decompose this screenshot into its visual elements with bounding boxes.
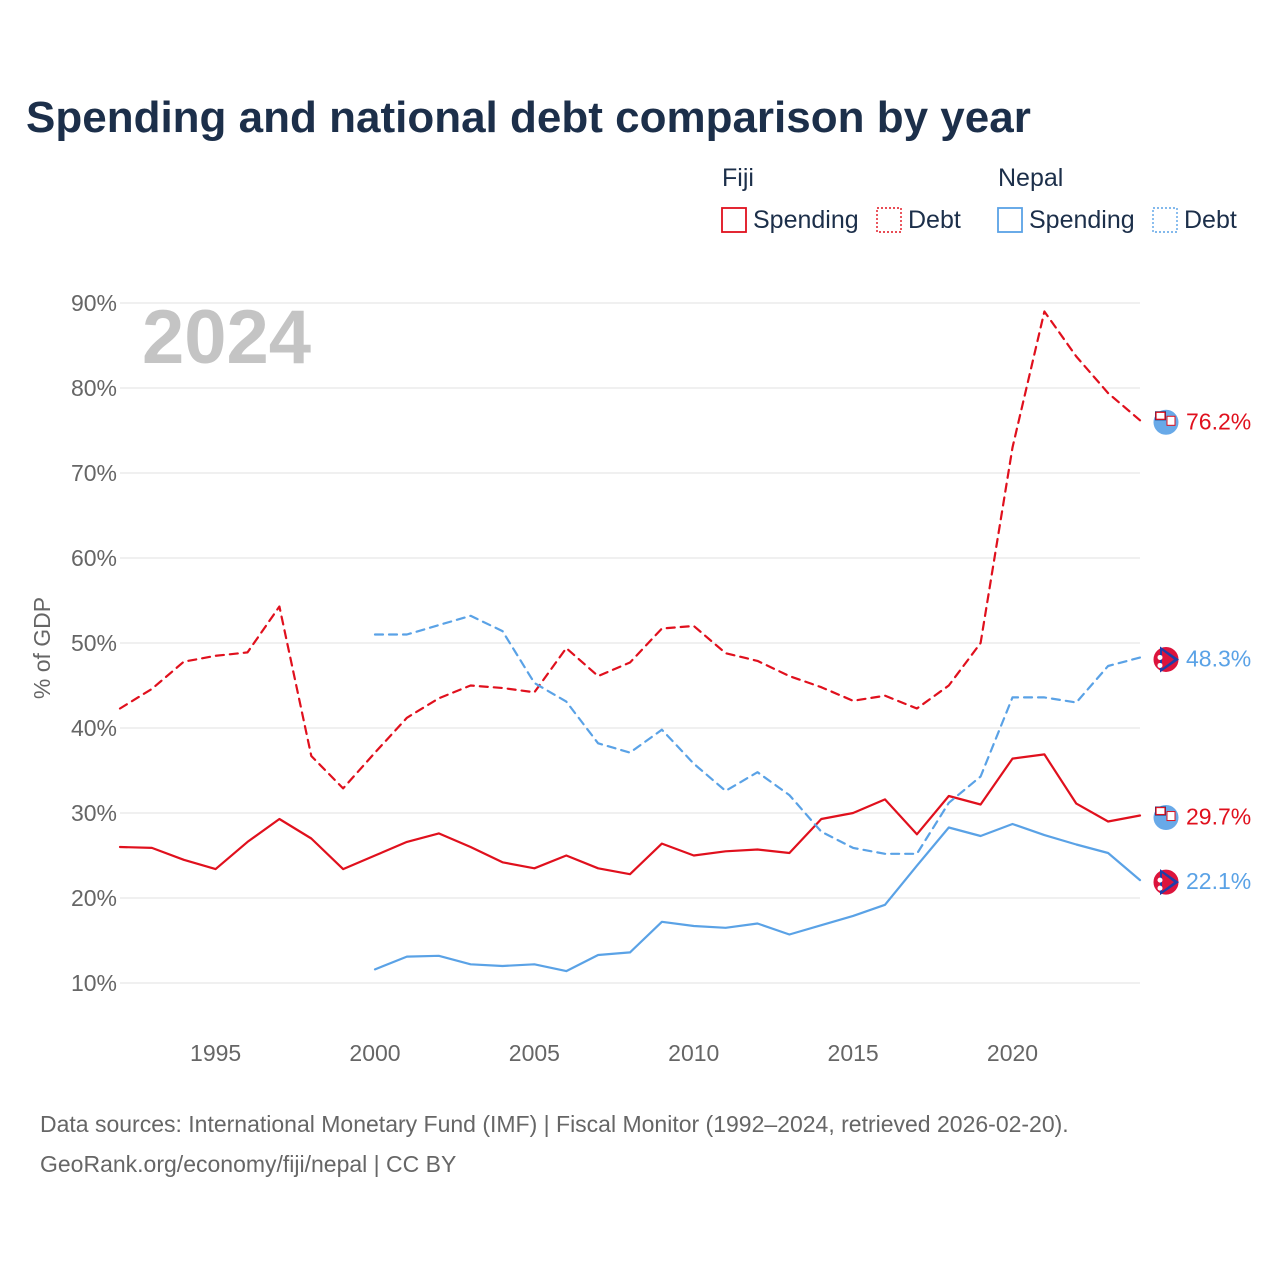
x-tick-label: 2005 xyxy=(509,1040,560,1066)
fiji-flag-union xyxy=(1155,806,1166,816)
year-watermark: 2024 xyxy=(142,295,311,380)
x-tick-label: 2015 xyxy=(828,1040,879,1066)
legend-label-fiji-spending: Spending xyxy=(753,206,859,234)
source-text: Data sources: International Monetary Fun… xyxy=(40,1111,1069,1137)
legend: Fiji Spending Debt Nepal Spending Debt xyxy=(721,164,1237,234)
y-tick-label: 80% xyxy=(71,375,117,401)
legend-swatch-nepal-spending xyxy=(997,207,1023,233)
legend-swatch-nepal-debt xyxy=(1152,207,1178,233)
nepal-flag-field xyxy=(1162,873,1174,892)
nepal-flag-icon xyxy=(1152,645,1180,673)
fiji-flag-union xyxy=(1155,411,1166,420)
legend-swatch-fiji-debt xyxy=(876,207,902,233)
legend-label-nepal-debt: Debt xyxy=(1184,206,1237,234)
fiji-spending-end-label: 29.7% xyxy=(1186,804,1251,830)
end-markers: 29.7% 76.2% 22.1% 48.3% xyxy=(1152,408,1251,896)
nepal-debt-line xyxy=(373,614,1142,855)
nepal-spending-line xyxy=(373,822,1142,973)
x-tick-label: 2000 xyxy=(349,1040,400,1066)
fiji-flag-icon xyxy=(1152,408,1180,436)
y-tick-label: 50% xyxy=(71,630,117,656)
fiji-flag-icon xyxy=(1152,804,1180,832)
legend-group-nepal: Nepal xyxy=(998,164,1063,192)
x-tick-label: 2010 xyxy=(668,1040,719,1066)
fiji-flag-shield xyxy=(1166,811,1176,822)
y-tick-label: 40% xyxy=(71,715,117,741)
fiji-flag-shield xyxy=(1166,415,1176,426)
y-tick-label: 90% xyxy=(71,290,117,316)
nepal-flag-moon xyxy=(1157,654,1163,660)
nepal-flag-sun xyxy=(1157,885,1163,891)
legend-label-fiji-debt: Debt xyxy=(908,206,961,234)
legend-label-nepal-spending: Spending xyxy=(1029,206,1135,234)
nepal-flag-field xyxy=(1162,650,1174,669)
y-tick-label: 10% xyxy=(71,970,117,996)
x-tick-label: 2020 xyxy=(987,1040,1038,1066)
nepal-flag-sun xyxy=(1157,662,1163,668)
gridlines xyxy=(120,302,1140,984)
y-tick-label: 30% xyxy=(71,800,117,826)
x-tick-label: 1995 xyxy=(190,1040,241,1066)
legend-group-fiji: Fiji xyxy=(722,164,754,192)
source-link[interactable]: GeoRank.org/economy/fiji/nepal | CC BY xyxy=(40,1151,456,1177)
nepal-debt-end-label: 48.3% xyxy=(1186,645,1251,671)
nepal-flag-moon xyxy=(1157,877,1163,883)
fiji-debt-line xyxy=(118,310,1142,790)
fiji-spending-line xyxy=(118,753,1142,876)
nepal-spending-end-label: 22.1% xyxy=(1186,868,1251,894)
legend-swatch-fiji-spending xyxy=(721,207,747,233)
y-tick-label: 70% xyxy=(71,460,117,486)
fiji-debt-end-label: 76.2% xyxy=(1186,408,1251,434)
chart-title: Spending and national debt comparison by… xyxy=(26,93,1031,142)
y-axis-ticks: 10% 20% 30% 40% 50% 60% 70% 80% 90% xyxy=(71,290,117,996)
nepal-flag-icon xyxy=(1152,868,1180,896)
y-tick-label: 60% xyxy=(71,545,117,571)
y-tick-label: 20% xyxy=(71,885,117,911)
y-axis-label: % of GDP xyxy=(29,597,55,699)
x-axis-ticks: 1995 2000 2005 2010 2015 2020 xyxy=(190,1040,1038,1066)
series-lines xyxy=(118,310,1142,973)
